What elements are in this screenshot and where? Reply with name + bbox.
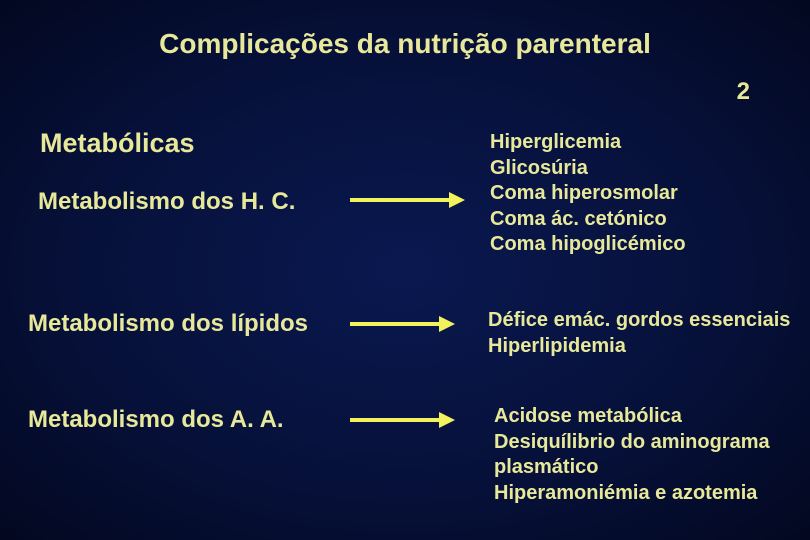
- slide-number: 2: [737, 78, 750, 106]
- row-label-aa: Metabolismo dos A. A.: [28, 406, 284, 434]
- list-item: Coma ác. cetónico: [490, 207, 686, 233]
- list-item: Glicosúria: [490, 156, 686, 182]
- list-item: Desiquílibrio do aminograma: [494, 430, 770, 456]
- slide-title: Complicações da nutrição parenteral: [0, 28, 810, 60]
- row-label-hc: Metabolismo dos H. C.: [38, 188, 295, 216]
- arrow-lipidos: [350, 314, 455, 334]
- list-item: Défice emác. gordos essenciais: [488, 308, 790, 334]
- list-item: Hiperglicemia: [490, 130, 686, 156]
- list-item: Acidose metabólica: [494, 404, 770, 430]
- arrow-aa: [350, 410, 455, 430]
- arrow-icon: [350, 410, 455, 430]
- list-item: plasmático: [494, 455, 770, 481]
- arrow-icon: [350, 190, 465, 210]
- row-list-hc: Hiperglicemia Glicosúria Coma hiperosmol…: [490, 130, 686, 258]
- slide: Complicações da nutrição parenteral 2 Me…: [0, 0, 810, 540]
- row-label-lipidos: Metabolismo dos lípidos: [28, 310, 308, 338]
- arrow-hc: [350, 190, 465, 210]
- list-item: Coma hipoglicémico: [490, 232, 686, 258]
- section-header: Metabólicas: [40, 128, 195, 159]
- row-list-lipidos: Défice emác. gordos essenciais Hiperlipi…: [488, 308, 790, 359]
- row-list-aa: Acidose metabólica Desiquílibrio do amin…: [494, 404, 770, 506]
- list-item: Hiperlipidemia: [488, 334, 790, 360]
- arrow-icon: [350, 314, 455, 334]
- list-item: Hiperamoniémia e azotemia: [494, 481, 770, 507]
- list-item: Coma hiperosmolar: [490, 181, 686, 207]
